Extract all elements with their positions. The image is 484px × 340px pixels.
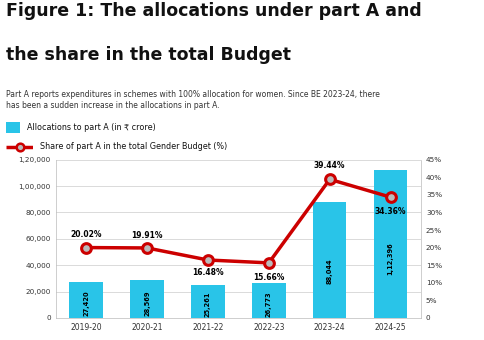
- Bar: [252, 283, 286, 318]
- Text: Part A reports expenditures in schemes with 100% allocation for women. Since BE : Part A reports expenditures in schemes w…: [6, 90, 380, 109]
- Text: 20.02%: 20.02%: [70, 230, 102, 239]
- Text: Figure 1: The allocations under part A and: Figure 1: The allocations under part A a…: [6, 2, 422, 20]
- Text: 26,773: 26,773: [266, 291, 272, 317]
- Text: 34.36%: 34.36%: [375, 207, 407, 216]
- Text: 88,044: 88,044: [327, 259, 333, 284]
- Bar: [130, 280, 164, 318]
- Text: 27,420: 27,420: [83, 291, 89, 316]
- Text: 15.66%: 15.66%: [253, 273, 285, 282]
- Text: Share of part A in the total Gender Budget (%): Share of part A in the total Gender Budg…: [40, 142, 227, 151]
- Text: 19.91%: 19.91%: [131, 231, 163, 240]
- Bar: [374, 170, 408, 318]
- Bar: [69, 282, 103, 318]
- Text: 39.44%: 39.44%: [314, 160, 346, 170]
- Bar: [191, 285, 225, 318]
- Text: 1,12,396: 1,12,396: [388, 242, 393, 275]
- Text: 28,569: 28,569: [144, 290, 150, 316]
- Bar: [313, 202, 347, 318]
- Text: 16.48%: 16.48%: [192, 268, 224, 277]
- Text: 25,261: 25,261: [205, 292, 211, 317]
- Text: Allocations to part A (in ₹ crore): Allocations to part A (in ₹ crore): [27, 123, 155, 132]
- Text: the share in the total Budget: the share in the total Budget: [6, 46, 291, 64]
